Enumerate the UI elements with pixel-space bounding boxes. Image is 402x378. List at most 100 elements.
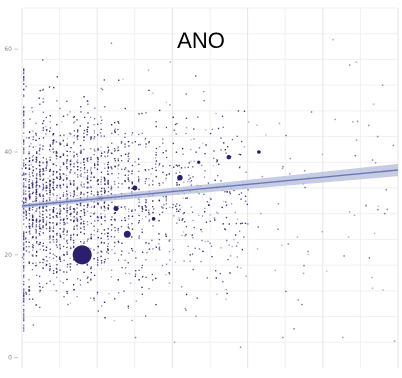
data-point (100, 193, 103, 196)
data-point (233, 238, 235, 241)
data-point (42, 226, 44, 228)
data-point (117, 120, 119, 123)
data-point (239, 165, 241, 167)
data-point (23, 95, 25, 98)
data-point (69, 205, 72, 208)
data-point (28, 157, 31, 159)
data-point (222, 281, 224, 283)
data-point (151, 273, 153, 276)
data-point (100, 183, 102, 185)
data-point (55, 199, 58, 201)
data-point (188, 178, 190, 181)
data-point (52, 216, 54, 218)
data-point (117, 173, 120, 175)
data-point (56, 184, 58, 187)
data-point (385, 188, 388, 191)
data-point (107, 161, 109, 164)
data-point (113, 180, 116, 183)
data-point (97, 261, 99, 264)
data-point (46, 260, 48, 262)
data-point (55, 241, 58, 243)
data-point (31, 106, 33, 109)
data-point (42, 286, 44, 288)
data-point (31, 237, 34, 239)
data-point (111, 124, 113, 126)
data-point (46, 199, 48, 201)
data-point (182, 218, 184, 220)
data-point (69, 215, 72, 217)
data-point (49, 280, 51, 282)
data-point (107, 238, 109, 240)
data-point (29, 227, 31, 229)
data-point (28, 137, 30, 139)
data-point (80, 162, 82, 164)
data-point (46, 210, 48, 212)
data-point (35, 218, 38, 220)
data-point (28, 172, 30, 174)
data-point (86, 160, 88, 162)
data-point (280, 244, 283, 247)
data-point (73, 141, 75, 143)
data-point (83, 226, 85, 228)
data-point (110, 42, 113, 44)
data-point (45, 187, 47, 189)
data-point (107, 166, 110, 168)
data-point (70, 219, 72, 221)
data-point (158, 233, 160, 235)
data-point (107, 180, 109, 182)
data-point (118, 164, 120, 166)
data-point (42, 89, 44, 91)
data-point (32, 243, 34, 246)
data-point (28, 184, 30, 186)
data-point (80, 149, 82, 151)
data-point (161, 211, 164, 213)
data-point (35, 195, 37, 198)
data-point (49, 145, 52, 147)
data-point (190, 184, 193, 186)
data-point (66, 266, 68, 268)
data-point (244, 222, 247, 225)
data-point (128, 152, 130, 154)
data-point (59, 236, 62, 238)
data-point (59, 216, 62, 218)
data-point (46, 200, 48, 202)
data-point (80, 185, 82, 187)
data-point (158, 184, 161, 186)
data-point (66, 230, 68, 232)
data-point (75, 203, 78, 206)
data-point (49, 191, 51, 194)
data-point (56, 176, 58, 178)
data-point (176, 182, 178, 184)
data-point (174, 261, 176, 263)
data-point (52, 239, 54, 241)
data-point (208, 203, 210, 206)
data-point (73, 180, 75, 182)
data-point (203, 90, 205, 93)
data-point (179, 171, 181, 174)
data-point (21, 174, 23, 176)
data-point (25, 186, 27, 188)
data-point (42, 173, 44, 176)
data-point (55, 158, 58, 160)
data-point (65, 174, 68, 176)
data-point (49, 170, 51, 172)
data-point (165, 156, 168, 159)
data-point (25, 213, 27, 215)
data-point (59, 169, 62, 171)
data-point (23, 319, 25, 322)
data-point (35, 158, 38, 160)
data-point (28, 196, 30, 198)
data-point (131, 247, 133, 250)
data-point (128, 208, 130, 210)
data-point (45, 181, 48, 184)
data-point (35, 232, 37, 234)
data-point (177, 179, 179, 181)
data-point (73, 211, 75, 213)
data-point (49, 144, 51, 146)
data-point (76, 263, 78, 266)
data-point (113, 218, 116, 221)
data-point (145, 216, 147, 218)
data-point (104, 106, 106, 108)
data-point (209, 132, 212, 135)
